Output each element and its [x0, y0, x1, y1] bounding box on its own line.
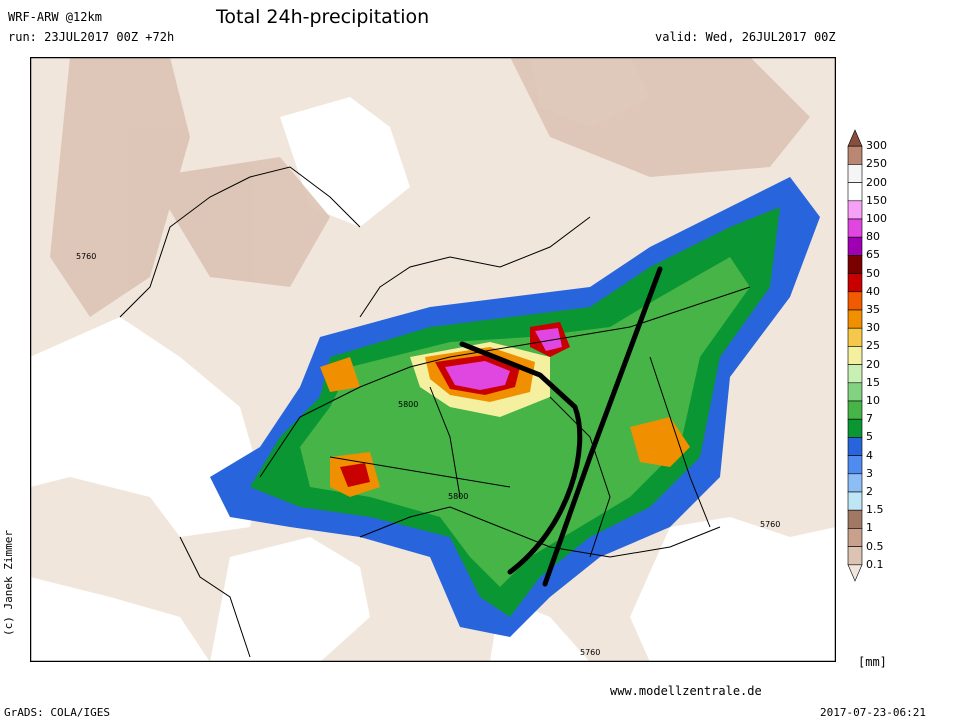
light-precip [50, 57, 810, 317]
contour-label: 5760 [760, 520, 780, 529]
colorbar-level-label: 100 [866, 212, 887, 225]
colorbar-level-label: 3 [866, 466, 873, 480]
colorbar-swatch [847, 182, 863, 202]
colorbar-level-label: 2 [866, 485, 873, 498]
colorbar-top-arrow [847, 129, 863, 147]
run-label: run: 23JUL2017 00Z +72h [8, 30, 175, 44]
trough-line-east [542, 266, 663, 587]
colorbar-swatch [847, 218, 863, 238]
precipitation-map: 5760 5800 5800 5760 5760 [30, 57, 836, 662]
colorbar-swatch [847, 200, 863, 220]
colorbar-swatch [847, 273, 863, 293]
valid-label: valid: Wed, 26JUL2017 00Z [655, 30, 836, 44]
colorbar-level-label: 5 [866, 430, 873, 444]
colorbar-swatch [847, 418, 863, 438]
colorbar-bottom-arrow [847, 564, 863, 582]
copyright-label: (c) Janek Zimmer [2, 530, 15, 636]
website-label: www.modellzentrale.de [610, 684, 762, 698]
colorbar-swatch [847, 546, 863, 566]
contour-label: 5800 [448, 492, 468, 501]
map-canvas: 5760 5800 5800 5760 5760 [30, 57, 836, 662]
colorbar-level-label: 7 [866, 412, 873, 426]
contour-label: 5760 [580, 648, 600, 657]
colorbar-swatch [847, 327, 863, 347]
colorbar-level-label: 300 [866, 139, 887, 153]
contour-label: 5800 [398, 400, 418, 409]
colorbar-level-label: 35 [866, 303, 880, 316]
colorbar-level-label: 30 [866, 321, 880, 335]
colorbar-level-label: 10 [866, 394, 880, 407]
colorbar-level-label: 0.5 [866, 539, 884, 553]
colorbar-level-label: 250 [866, 157, 887, 171]
colorbar-swatch [847, 164, 863, 183]
timestamp-label: 2017-07-23-06:21 [820, 706, 926, 719]
colorbar-swatch [847, 400, 863, 420]
colorbar-level-label: 15 [866, 375, 880, 389]
colorbar-level-label: 150 [866, 193, 887, 207]
contour-label: 5760 [76, 252, 96, 261]
colorbar-swatch [847, 236, 863, 256]
trough-line-west [459, 341, 583, 575]
map-title: Total 24h-precipitation [216, 6, 430, 28]
colorbar-swatch [847, 437, 863, 456]
colorbar-level-label: 65 [866, 248, 880, 262]
colorbar-level-label: 4 [866, 448, 873, 462]
colorbar-level-label: 200 [866, 175, 887, 189]
colorbar-level-label: 1.5 [866, 503, 884, 517]
map-frame [30, 57, 836, 662]
colorbar-swatch [847, 291, 863, 311]
colorbar-swatch [847, 255, 863, 274]
colorbar-swatch [847, 364, 863, 384]
colorbar-swatch [847, 145, 863, 165]
colorbar-swatch [847, 491, 863, 511]
grads-label: GrADS: COLA/IGES [4, 706, 110, 719]
colorbar-swatch [847, 509, 863, 529]
colorbar-level-label: 20 [866, 357, 880, 371]
colorbar-swatch [847, 473, 863, 493]
unit-label: [mm] [858, 655, 887, 669]
colorbar-swatch [847, 382, 863, 402]
colorbar-swatch [847, 346, 863, 365]
colorbar-level-label: 50 [866, 266, 880, 280]
colorbar-level-label: 80 [866, 230, 880, 244]
colorbar-level-label: 25 [866, 339, 880, 353]
colorbar-level-label: 0.1 [866, 557, 884, 571]
colorbar-level-label: 40 [866, 284, 880, 298]
model-label: WRF-ARW @12km [8, 10, 102, 24]
colorbar-swatch [847, 455, 863, 475]
colorbar [847, 129, 863, 582]
precip-band [210, 177, 820, 637]
colorbar-level-label: 1 [866, 521, 873, 535]
colorbar-swatch [847, 528, 863, 547]
trough-lines [459, 266, 663, 587]
colorbar-swatch [847, 309, 863, 329]
